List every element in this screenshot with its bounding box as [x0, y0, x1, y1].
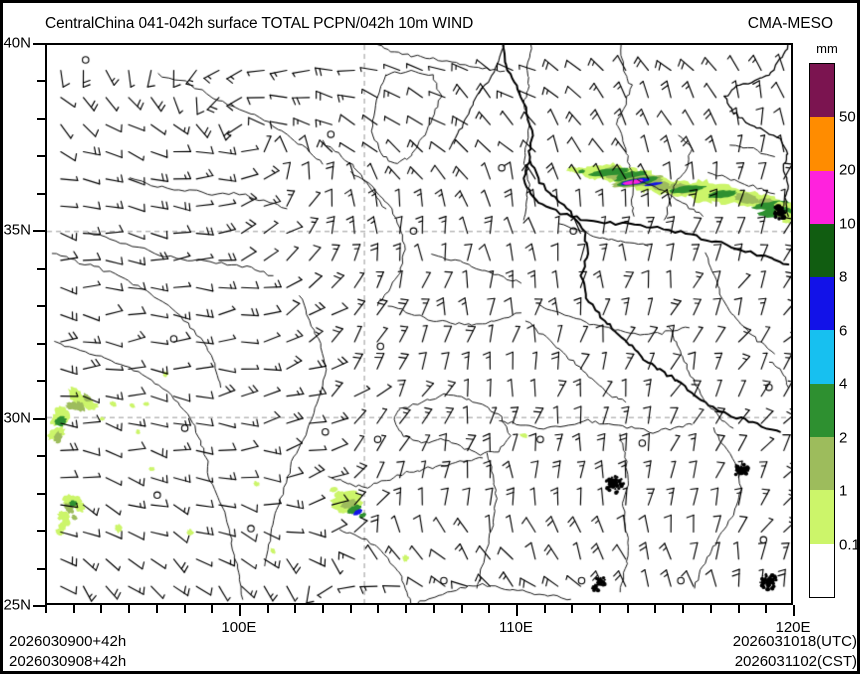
chart-footer: 2026030900+42h 2026030908+42h 2026031018… [3, 631, 860, 677]
colorbar-group: mm 50 20 10 8 6 4 2 1 0.1 [803, 39, 860, 605]
x-axis-tick [765, 605, 768, 613]
x-axis-tick [377, 605, 380, 613]
colorbar-tick-20: 20 [839, 161, 856, 179]
colorbar-units-label: mm [816, 41, 838, 56]
x-axis-tick [488, 605, 491, 613]
x-axis-tick [100, 605, 103, 613]
colorbar-tick-10: 10 [839, 215, 856, 232]
y-axis-label-25N: 25N [3, 596, 31, 614]
x-axis-tick [682, 605, 685, 613]
y-axis-tick [33, 417, 45, 420]
x-axis-tick [654, 605, 657, 613]
colorbar-band-4-6 [810, 330, 834, 384]
x-axis-tick [571, 605, 574, 613]
y-axis-tick [37, 305, 45, 308]
valid-time-cst: 2026031102(CST) [734, 653, 857, 670]
valid-time-utc: 2026031018(UTC) [732, 633, 857, 650]
map-canvas [47, 45, 791, 603]
x-axis-tick [543, 605, 546, 613]
x-axis-tick [405, 605, 408, 613]
y-axis-tick [37, 267, 45, 270]
y-axis-tick [37, 192, 45, 195]
page-title: CentralChina 041-042h surface TOTAL PCPN… [45, 15, 474, 32]
x-axis-tick [183, 605, 186, 613]
colorbar-tick-1: 1 [839, 482, 848, 500]
x-axis-tick [45, 605, 47, 613]
x-axis-tick [515, 605, 518, 616]
y-axis-label-35N: 35N [3, 221, 31, 239]
y-axis-tick [37, 380, 45, 383]
y-axis-tick [33, 605, 45, 607]
colorbar-tick-8: 8 [839, 268, 848, 286]
y-axis-tick [37, 80, 45, 83]
init-time-cst: 2026030908+42h [9, 653, 127, 670]
y-axis-tick [33, 230, 45, 233]
y-axis-tick [37, 567, 45, 570]
x-axis-tick [460, 605, 463, 613]
x-axis-tick [737, 605, 740, 613]
colorbar-tick-50: 50 [839, 108, 856, 125]
x-axis-tick [128, 605, 131, 613]
y-axis-tick [37, 492, 45, 495]
colorbar-band-1-2 [810, 437, 834, 491]
colorbar-tick-4: 4 [839, 375, 848, 393]
x-axis-tick [72, 605, 75, 613]
colorbar-band-20-50 [810, 117, 834, 171]
y-axis-tick [37, 530, 45, 533]
y-axis-tick [33, 43, 45, 45]
colorbar-tick-0.1: 0.1 [839, 536, 860, 553]
colorbar-tick-6: 6 [839, 322, 848, 339]
init-time-utc: 2026030900+42h [9, 633, 127, 650]
colorbar-band-6-8 [810, 277, 834, 331]
colorbar-tick-2: 2 [839, 429, 848, 446]
colorbar-band-10-20 [810, 170, 834, 224]
y-axis-label-40N: 40N [3, 34, 31, 52]
y-axis-tick [37, 117, 45, 120]
colorbar [809, 63, 835, 598]
colorbar-band-2-4 [810, 383, 834, 438]
x-axis-tick [432, 605, 435, 613]
x-axis-tick [155, 605, 158, 613]
x-axis-tick [238, 605, 241, 616]
colorbar-band-8-10 [810, 223, 834, 278]
x-axis-tick [322, 605, 325, 613]
x-axis-tick [709, 605, 712, 613]
x-axis-tick [266, 605, 269, 613]
x-axis-tick [793, 605, 795, 616]
model-label: CMA-MESO [747, 15, 833, 32]
y-axis-label-30N: 30N [3, 409, 31, 427]
y-axis-tick [37, 342, 45, 345]
colorbar-band-0.1-1 [810, 490, 834, 544]
colorbar-band->50 [810, 64, 834, 118]
colorbar-band-<0.1 [810, 543, 834, 597]
y-axis-tick [37, 155, 45, 158]
chart-header: CentralChina 041-042h surface TOTAL PCPN… [3, 15, 860, 37]
x-axis-tick [626, 605, 629, 613]
y-axis-tick [37, 455, 45, 458]
x-axis-tick [294, 605, 297, 613]
x-axis-tick [349, 605, 352, 613]
x-axis-tick [211, 605, 214, 613]
map-plot-frame [45, 43, 793, 605]
x-axis-tick [599, 605, 602, 613]
